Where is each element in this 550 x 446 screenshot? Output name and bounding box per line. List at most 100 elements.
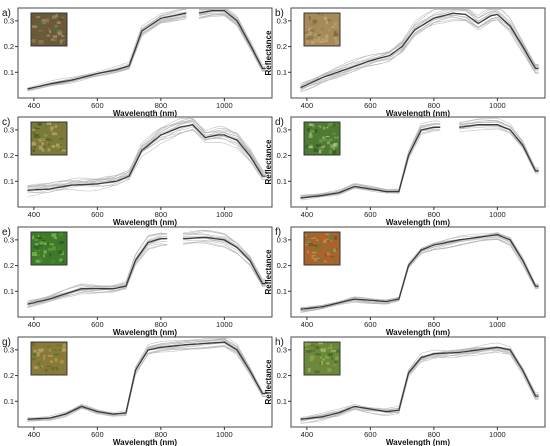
x-tick-label: 1000 — [216, 430, 233, 439]
x-tick-label: 1000 — [489, 320, 506, 329]
moss-litter-photo — [30, 341, 68, 376]
x-tick-label: 1000 — [489, 101, 506, 110]
x-axis-label: Wavelength (nm) — [113, 438, 177, 446]
x-tick-label: 800 — [428, 210, 441, 219]
y-tick-label: 0.2 — [277, 151, 287, 160]
mean-spectrum-line — [27, 9, 266, 90]
x-tick-label: 800 — [155, 210, 168, 219]
y-tick-label: 0.1 — [4, 68, 14, 77]
x-tick-label: 400 — [301, 320, 314, 329]
y-tick-label: 0.2 — [4, 151, 14, 160]
y-tick-label: 0.3 — [4, 235, 14, 244]
y-tick-label: 0.1 — [277, 177, 287, 186]
panel-label: g) — [2, 337, 11, 348]
x-tick-label: 600 — [364, 320, 377, 329]
mean-spectrum-line — [300, 124, 539, 199]
x-axis-label: Wavelength (nm) — [113, 109, 177, 118]
panel-label: e) — [2, 227, 11, 238]
x-tick-label: 600 — [91, 430, 104, 439]
spectrum-line — [27, 125, 266, 192]
y-tick-label: 0.2 — [277, 42, 287, 51]
grass-sward-photo — [30, 231, 68, 266]
x-axis-label: Wavelength (nm) — [386, 328, 450, 337]
y-tick-label: 0.3 — [4, 16, 14, 25]
y-tick-label: 0.2 — [4, 261, 14, 270]
chart-panel-g: g) 0.1 0.2 0.3 400 600 800 1000 Wavelength (nm) R… — [2, 336, 273, 446]
mean-spectrum-line — [27, 123, 266, 191]
x-axis-label: Wavelength (nm) — [113, 218, 177, 227]
chart-panel-b: b) 0.1 0.2 0.3 400 600 800 1000 Wavelength (nm) R… — [264, 7, 546, 118]
x-tick-label: 800 — [155, 101, 168, 110]
x-tick-label: 400 — [28, 320, 41, 329]
spectrum-line — [27, 233, 266, 304]
spectrum-line — [300, 349, 539, 424]
spectrum-line — [300, 118, 539, 197]
y-axis-label: Reflectance — [264, 139, 273, 184]
y-axis-label: Reflectance — [264, 30, 273, 75]
mean-spectrum-line — [300, 346, 539, 420]
y-tick-label: 0.2 — [4, 42, 14, 51]
mean-spectrum-line — [27, 236, 266, 305]
y-tick-label: 0.2 — [4, 371, 14, 380]
dry-litter-photo — [303, 12, 341, 47]
spectrum-line — [27, 231, 266, 302]
spectrum-line — [27, 118, 266, 188]
x-tick-label: 1000 — [216, 101, 233, 110]
green-vegetation-photo — [303, 121, 341, 156]
x-tick-label: 600 — [91, 101, 104, 110]
x-tick-label: 600 — [364, 430, 377, 439]
spectrum-line — [300, 19, 539, 92]
x-tick-label: 800 — [428, 320, 441, 329]
x-tick-label: 600 — [91, 320, 104, 329]
spectrum-line — [27, 344, 266, 421]
x-tick-label: 800 — [428, 101, 441, 110]
spectra-bundle — [27, 229, 266, 309]
y-tick-label: 0.3 — [277, 125, 287, 134]
spectrum-line — [300, 17, 539, 93]
mixed-grass-photo — [30, 121, 68, 156]
reddish-vegetation-photo — [303, 231, 341, 266]
spectrum-line — [27, 345, 266, 420]
y-tick-label: 0.1 — [277, 68, 287, 77]
x-tick-label: 800 — [155, 430, 168, 439]
x-tick-label: 1000 — [489, 210, 506, 219]
y-tick-label: 0.1 — [4, 177, 14, 186]
spectrum-line — [300, 9, 539, 89]
x-axis-label: Wavelength (nm) — [386, 438, 450, 446]
x-tick-label: 800 — [155, 320, 168, 329]
x-tick-label: 1000 — [216, 210, 233, 219]
panel-label: h) — [275, 337, 284, 348]
x-axis-label: Wavelength (nm) — [113, 328, 177, 337]
y-tick-label: 0.1 — [277, 397, 287, 406]
chart-panel-c: c) 0.1 0.2 0.3 400 600 800 1000 Wavelength (nm) R… — [2, 116, 273, 227]
x-tick-label: 400 — [28, 101, 41, 110]
panel-label: a) — [2, 8, 11, 19]
mean-spectrum-line — [300, 234, 539, 310]
x-axis-label: Wavelength (nm) — [386, 109, 450, 118]
y-axis-label: Reflectance — [264, 249, 273, 294]
chart-panel-d: d) 0.1 0.2 0.3 400 600 800 1000 Wavelength (nm) R… — [264, 116, 546, 227]
x-tick-label: 1000 — [489, 430, 506, 439]
x-tick-label: 400 — [28, 210, 41, 219]
chart-panel-a: a) 0.1 0.2 0.3 400 600 800 1000 Wavelength (nm) R… — [2, 7, 273, 118]
panel-label: c) — [2, 117, 10, 128]
y-tick-label: 0.1 — [4, 397, 14, 406]
x-tick-label: 600 — [364, 101, 377, 110]
y-tick-label: 0.3 — [277, 235, 287, 244]
x-tick-label: 400 — [301, 210, 314, 219]
chart-panel-e: e) 0.1 0.2 0.3 400 600 800 1000 Wavelength (nm) R… — [2, 226, 273, 337]
spectrum-line — [27, 129, 266, 193]
chart-panel-h: h) 0.1 0.2 0.3 400 600 800 1000 Wavelength (nm) R… — [264, 336, 546, 446]
panel-label: f) — [275, 227, 281, 238]
mean-spectrum-line — [27, 341, 266, 420]
spectrum-line — [300, 238, 539, 312]
x-tick-label: 400 — [301, 430, 314, 439]
spectrum-line — [27, 129, 266, 197]
chart-panel-f: f) 0.1 0.2 0.3 400 600 800 1000 Wavelength (nm) R… — [264, 226, 546, 337]
x-tick-label: 400 — [301, 101, 314, 110]
y-tick-label: 0.1 — [277, 287, 287, 296]
spectrum-line — [27, 118, 266, 186]
mean-spectrum-line — [300, 12, 539, 89]
spectrum-line — [300, 16, 539, 90]
x-tick-label: 1000 — [216, 320, 233, 329]
